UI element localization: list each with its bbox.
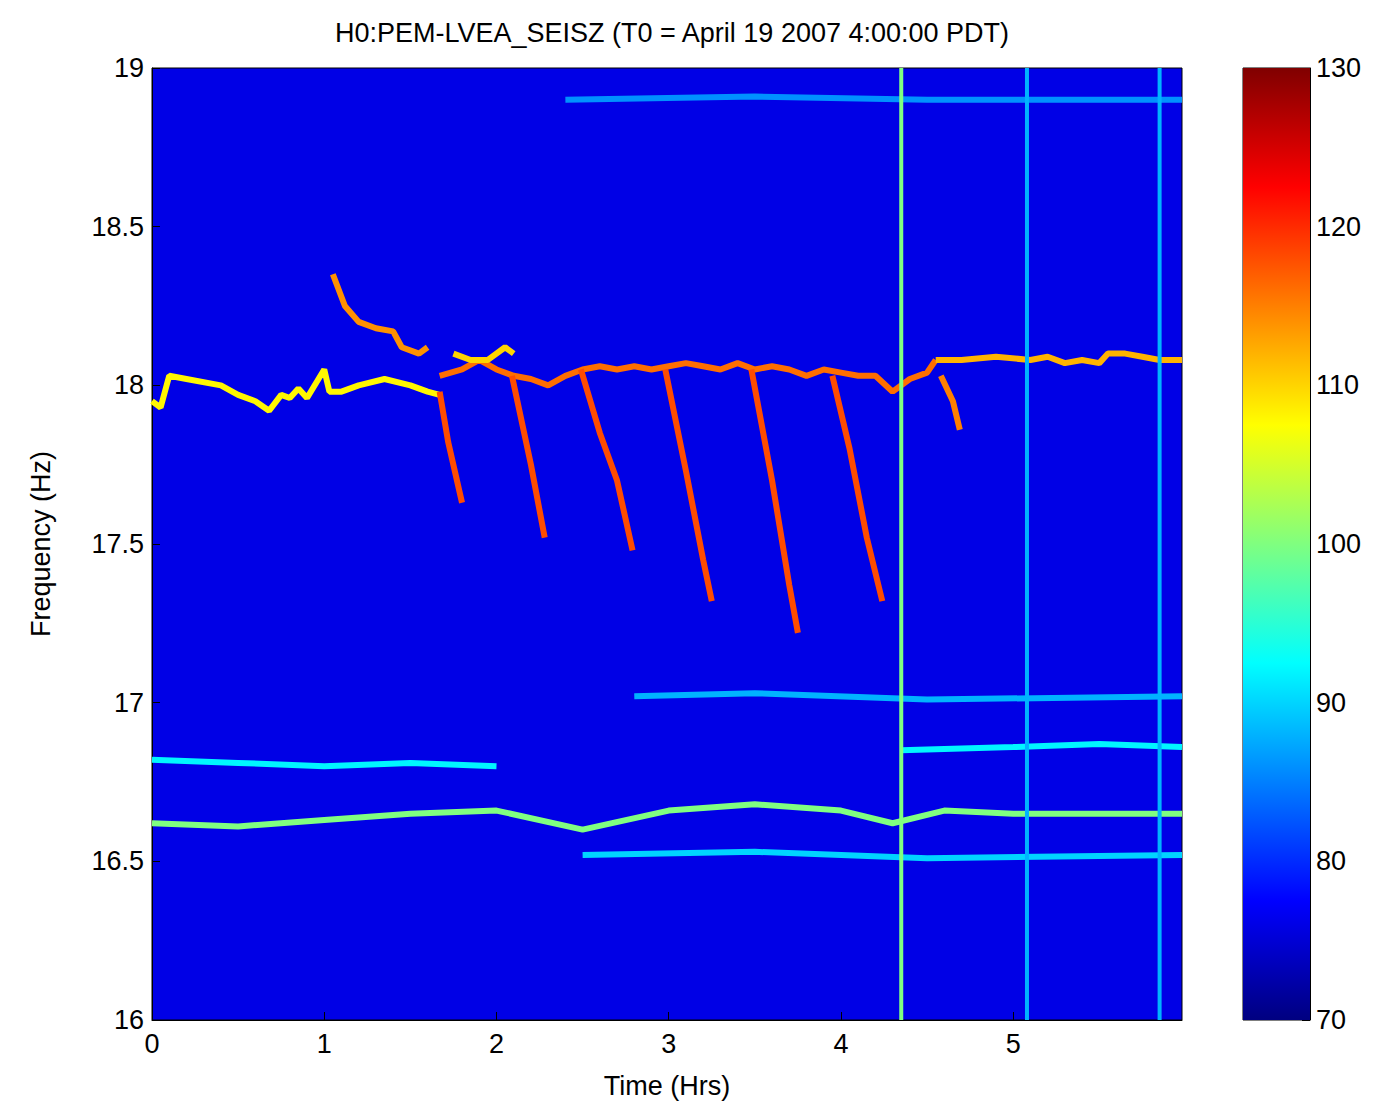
svg-text:17.5: 17.5: [91, 529, 144, 559]
svg-text:19: 19: [114, 53, 144, 83]
svg-text:18.5: 18.5: [91, 212, 144, 242]
svg-text:70: 70: [1316, 1005, 1346, 1035]
svg-text:0: 0: [144, 1029, 159, 1059]
svg-text:1: 1: [317, 1029, 332, 1059]
svg-text:18: 18: [114, 370, 144, 400]
svg-text:16: 16: [114, 1005, 144, 1035]
svg-text:100: 100: [1316, 529, 1361, 559]
svg-text:130: 130: [1316, 53, 1361, 83]
svg-text:80: 80: [1316, 846, 1346, 876]
svg-text:Time (Hrs): Time (Hrs): [604, 1071, 730, 1101]
svg-text:3: 3: [661, 1029, 676, 1059]
svg-text:2: 2: [489, 1029, 504, 1059]
svg-text:5: 5: [1006, 1029, 1021, 1059]
svg-text:120: 120: [1316, 212, 1361, 242]
svg-text:16.5: 16.5: [91, 846, 144, 876]
svg-text:H0:PEM-LVEA_SEISZ (T0 = April: H0:PEM-LVEA_SEISZ (T0 = April 19 2007 4:…: [335, 18, 1009, 48]
svg-text:110: 110: [1316, 370, 1359, 400]
svg-text:17: 17: [114, 688, 144, 718]
svg-text:Frequency (Hz): Frequency (Hz): [26, 451, 56, 637]
svg-text:90: 90: [1316, 688, 1346, 718]
svg-text:4: 4: [833, 1029, 848, 1059]
